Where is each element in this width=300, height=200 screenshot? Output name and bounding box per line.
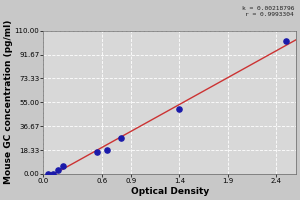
Point xyxy=(51,172,56,175)
Point xyxy=(94,151,99,154)
Point xyxy=(104,148,109,152)
Point xyxy=(56,168,60,172)
Text: k = 0.00218796
r = 0.9993304: k = 0.00218796 r = 0.9993304 xyxy=(242,6,294,17)
Point xyxy=(46,172,51,175)
Point xyxy=(284,39,289,43)
Y-axis label: Mouse GC concentration (pg/ml): Mouse GC concentration (pg/ml) xyxy=(4,20,13,184)
Point xyxy=(61,164,65,168)
Point xyxy=(119,136,124,140)
X-axis label: Optical Density: Optical Density xyxy=(130,187,209,196)
Point xyxy=(177,107,182,110)
